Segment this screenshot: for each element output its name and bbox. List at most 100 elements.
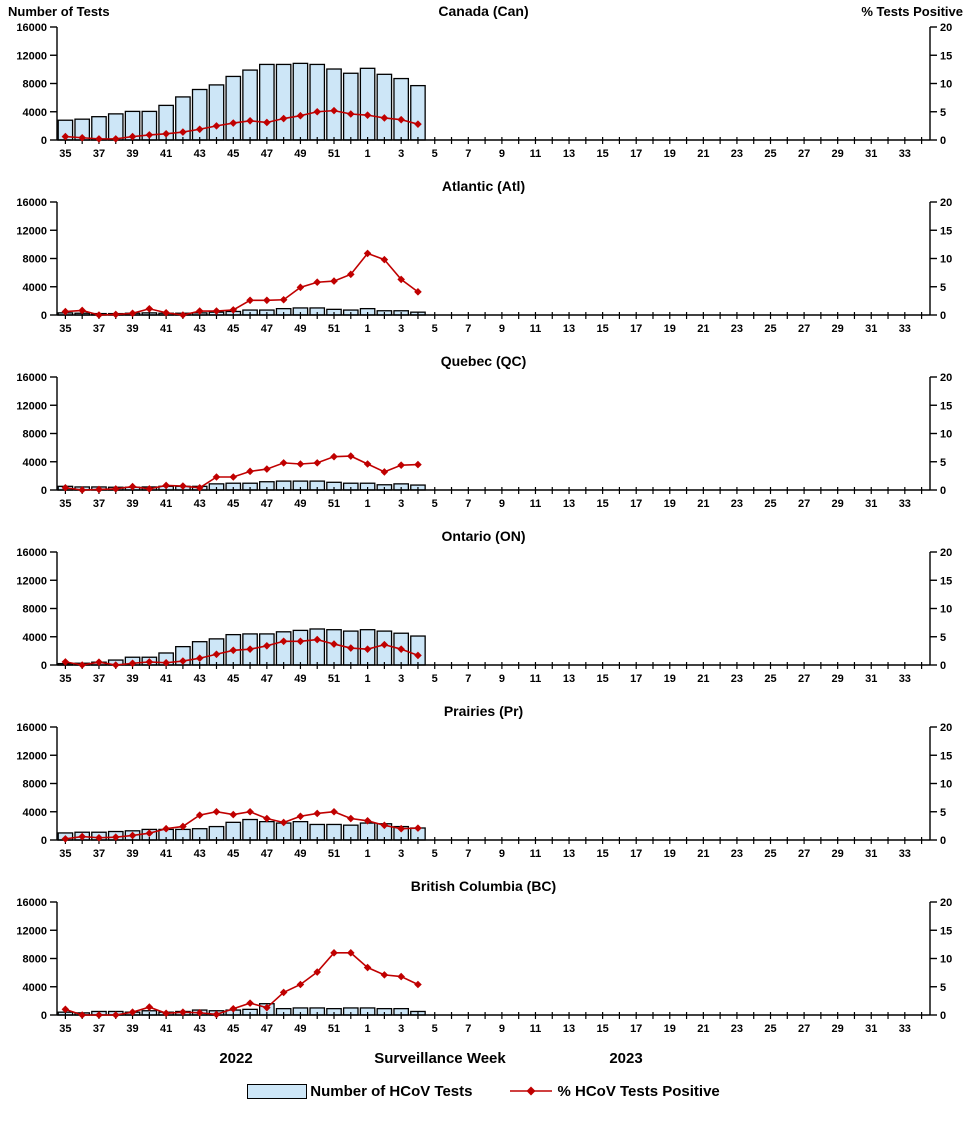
diamond-marker: [296, 283, 305, 292]
svg-text:15: 15: [940, 225, 952, 237]
svg-text:33: 33: [899, 323, 911, 335]
svg-text:47: 47: [261, 1023, 273, 1035]
svg-text:9: 9: [499, 498, 505, 510]
svg-text:13: 13: [563, 148, 575, 160]
x-axis-title: Surveillance Week: [374, 1050, 506, 1067]
svg-text:9: 9: [499, 323, 505, 335]
svg-text:4000: 4000: [23, 982, 47, 994]
svg-text:3: 3: [398, 148, 404, 160]
panel-prairies-pr: Prairies (Pr) 0 4000 8000 12000 16000 0 5 10 15 20…: [0, 700, 967, 875]
svg-text:35: 35: [59, 148, 71, 160]
svg-text:15: 15: [940, 750, 952, 762]
svg-text:8000: 8000: [23, 429, 47, 441]
diamond-marker: [128, 659, 137, 668]
svg-text:23: 23: [731, 148, 743, 160]
svg-text:0: 0: [41, 835, 47, 847]
diamond-marker: [229, 810, 238, 819]
diamond-marker: [145, 1003, 154, 1011]
svg-text:13: 13: [563, 673, 575, 685]
diamond-marker: [363, 111, 372, 119]
diamond-marker: [95, 311, 103, 319]
diamond-marker: [195, 125, 204, 134]
diamond-marker: [212, 807, 221, 816]
svg-text:51: 51: [328, 323, 340, 335]
svg-text:8000: 8000: [23, 779, 47, 791]
svg-text:0: 0: [940, 485, 946, 497]
svg-text:15: 15: [597, 323, 609, 335]
svg-text:8000: 8000: [23, 79, 47, 91]
svg-text:35: 35: [59, 323, 71, 335]
svg-text:7: 7: [465, 673, 471, 685]
diamond-marker: [195, 307, 204, 315]
svg-text:16000: 16000: [16, 722, 47, 734]
svg-text:15: 15: [940, 575, 952, 587]
svg-text:4000: 4000: [23, 632, 47, 644]
svg-text:21: 21: [697, 848, 709, 860]
panel-title-prairies-pr: Prairies (Pr): [443, 703, 524, 719]
svg-text:45: 45: [227, 1023, 239, 1035]
svg-text:10: 10: [940, 429, 952, 441]
svg-text:31: 31: [865, 498, 877, 510]
svg-text:33: 33: [899, 148, 911, 160]
svg-text:31: 31: [865, 323, 877, 335]
svg-text:37: 37: [93, 323, 105, 335]
diamond-marker: [111, 833, 120, 841]
diamond-marker: [414, 460, 422, 469]
svg-text:11: 11: [530, 323, 542, 335]
diamond-marker: [414, 120, 422, 128]
diamond-marker: [346, 644, 355, 652]
svg-text:15: 15: [940, 50, 952, 62]
svg-text:19: 19: [664, 498, 676, 510]
positivity-line-ontario-on: [61, 635, 422, 669]
diamond-marker: [162, 824, 170, 833]
svg-text:33: 33: [899, 1023, 911, 1035]
svg-text:20: 20: [940, 22, 952, 34]
svg-text:15: 15: [940, 400, 952, 412]
svg-text:20: 20: [940, 372, 952, 384]
svg-text:7: 7: [465, 1023, 471, 1035]
diamond-marker: [330, 949, 338, 957]
svg-text:0: 0: [940, 835, 946, 847]
diamond-marker: [246, 116, 254, 125]
diamond-marker: [111, 310, 120, 319]
svg-text:27: 27: [798, 848, 810, 860]
svg-text:0: 0: [41, 660, 47, 672]
svg-text:8000: 8000: [23, 604, 47, 616]
svg-text:15: 15: [597, 848, 609, 860]
svg-text:39: 39: [126, 148, 138, 160]
diamond-marker: [179, 822, 187, 831]
svg-text:11: 11: [530, 673, 542, 685]
svg-text:25: 25: [764, 673, 776, 685]
svg-text:11: 11: [530, 848, 542, 860]
svg-text:25: 25: [764, 148, 776, 160]
panel-ontario-on: Ontario (ON) 0 4000 8000 12000 16000 0 5 10 15 20 3…: [0, 525, 967, 700]
svg-text:47: 47: [261, 148, 273, 160]
svg-text:51: 51: [328, 148, 340, 160]
svg-text:45: 45: [227, 848, 239, 860]
panel-canada-can: Canada (Can) 0 4000 8000 12000 16000 0 5 10 15 20 3…: [0, 0, 967, 175]
svg-text:23: 23: [731, 323, 743, 335]
diamond-marker: [346, 110, 355, 118]
svg-text:12000: 12000: [16, 400, 47, 412]
svg-text:9: 9: [499, 148, 505, 160]
svg-text:35: 35: [59, 498, 71, 510]
svg-text:5: 5: [940, 282, 946, 294]
svg-text:4000: 4000: [23, 282, 47, 294]
diamond-marker: [414, 651, 422, 660]
diamond-marker: [195, 811, 204, 819]
diamond-marker: [78, 486, 86, 494]
svg-text:31: 31: [865, 148, 877, 160]
diamond-marker: [380, 468, 389, 476]
svg-text:29: 29: [832, 323, 844, 335]
svg-text:27: 27: [798, 1023, 810, 1035]
svg-text:5: 5: [940, 107, 946, 119]
positivity-line-canada-can: [61, 106, 422, 143]
svg-text:1: 1: [365, 848, 371, 860]
diamond-marker: [397, 972, 405, 981]
svg-text:15: 15: [597, 148, 609, 160]
diamond-marker: [212, 122, 221, 130]
diamond-marker: [380, 821, 389, 830]
diamond-marker: [246, 296, 254, 305]
